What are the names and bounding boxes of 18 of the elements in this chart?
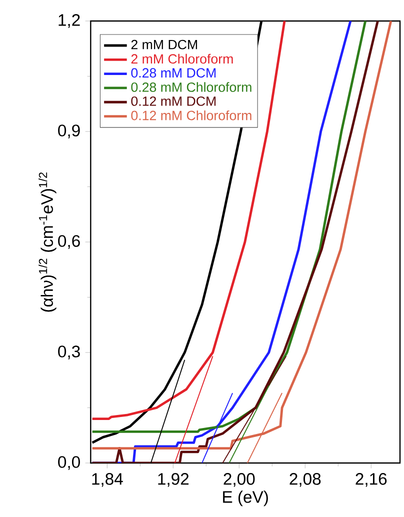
y-tick-label: 1,2 xyxy=(58,14,80,28)
legend-label: 0.12 mM Chloroform xyxy=(131,110,252,120)
y-tick-label: 0,9 xyxy=(58,124,80,138)
y-axis-title: (αhν)$^{1/2}$ (cm$^{-1}$eV)$^{1/2}$ xyxy=(38,172,56,312)
y-tick-label: 0,6 xyxy=(58,235,80,249)
y-tick-label: 0,3 xyxy=(58,346,80,360)
x-tick-label: 2,08 xyxy=(290,473,321,487)
legend-label: 0.28 mM DCM xyxy=(131,68,216,78)
x-tick-label: 2,16 xyxy=(356,473,387,487)
legend-label: 0.12 mM DCM xyxy=(131,96,216,106)
x-tick-label: 1,92 xyxy=(158,473,189,487)
y-tick-label: 0,0 xyxy=(58,456,80,470)
legend-label: 0.28 mM Chloroform xyxy=(131,82,252,92)
legend-label: 2 mM DCM xyxy=(131,40,198,50)
x-tick-label: 1,84 xyxy=(92,473,123,487)
x-tick-label: 2,00 xyxy=(224,473,255,487)
x-axis-title: E (eV) xyxy=(223,490,268,506)
legend-label: 2 mM Chloroform xyxy=(131,54,233,64)
